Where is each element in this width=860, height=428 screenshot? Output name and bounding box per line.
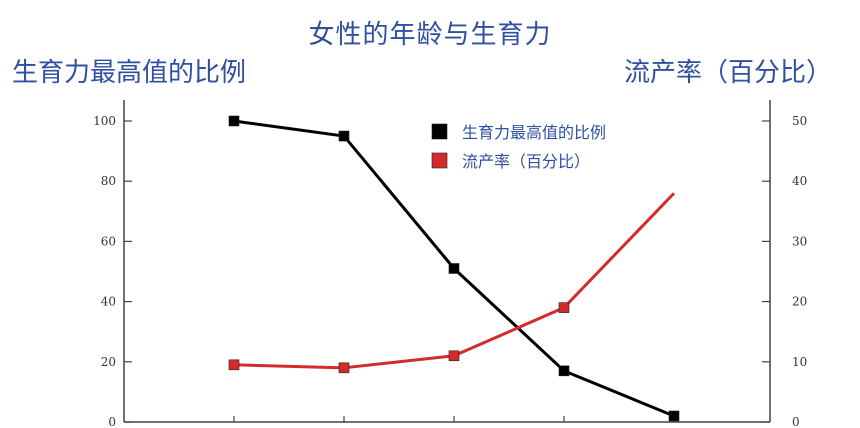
y-left-tick-label: 40 [101, 295, 116, 309]
chart-title: 女性的年龄与生育力 [308, 20, 552, 50]
legend-label-2: 流产率（百分比） [462, 152, 590, 171]
y-left-tick-label: 80 [101, 174, 116, 188]
legend-swatch-2 [431, 152, 448, 169]
series-1-point [448, 263, 460, 274]
y-right-tick-label: 0 [792, 415, 800, 428]
y-left-tick-label: 0 [108, 415, 116, 428]
series-line-2 [233, 192, 676, 370]
y-right-tick-label: 50 [792, 114, 807, 128]
series-1-point [338, 130, 350, 142]
series-2-point [228, 359, 240, 371]
y-right-tick-label: 20 [792, 295, 807, 309]
legend-swatch-1 [431, 123, 448, 140]
series-1-point [228, 115, 240, 127]
series-2-point [448, 350, 460, 362]
y-axis-right-label: 流产率（百分比） [623, 58, 832, 88]
series-2-point [558, 302, 570, 313]
y-left-tick-label: 100 [93, 114, 116, 128]
y-left-tick-label: 60 [101, 234, 116, 248]
series-1-point [668, 410, 680, 422]
legend-label-1: 生育力最高值的比例 [462, 123, 606, 142]
y-axis-left-label: 生育力最高值的比例 [12, 58, 247, 88]
series-1-point [558, 365, 570, 377]
y-left-tick-label: 20 [101, 355, 116, 369]
y-right-tick-label: 10 [792, 355, 807, 369]
y-right-tick-label: 30 [792, 234, 807, 248]
series-2-point [338, 362, 350, 374]
y-right-tick-label: 40 [792, 174, 807, 188]
